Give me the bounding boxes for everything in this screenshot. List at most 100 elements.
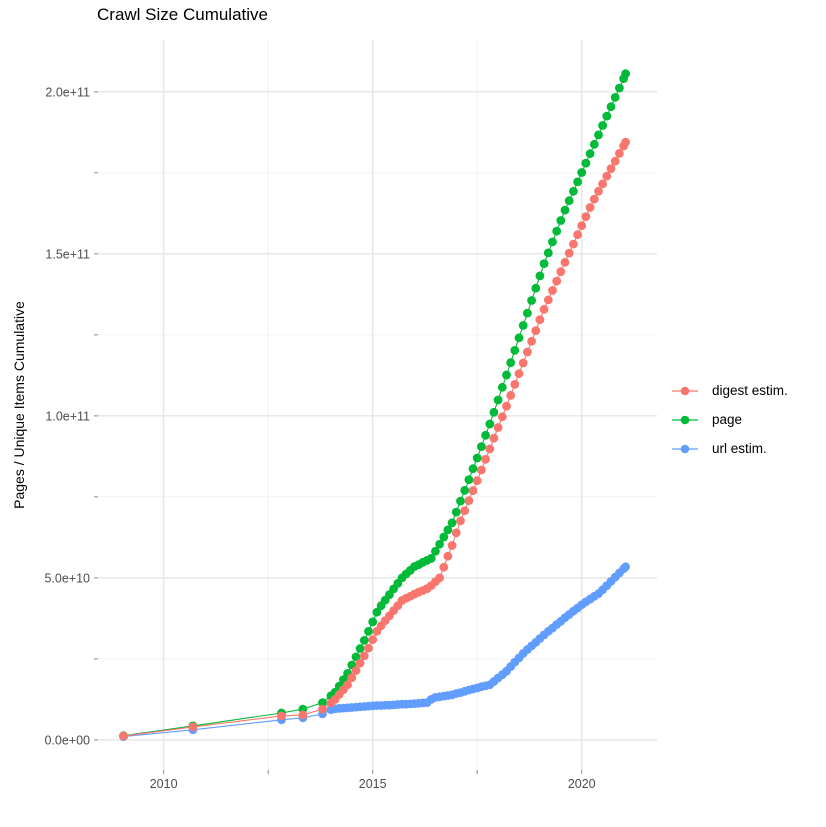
data-point-page bbox=[527, 296, 536, 305]
data-point-page bbox=[435, 539, 444, 549]
data-point-page bbox=[585, 149, 595, 159]
data-point-digest bbox=[472, 476, 482, 486]
data-point-digest bbox=[477, 465, 486, 475]
data-point-url bbox=[621, 562, 630, 572]
data-point-page bbox=[506, 358, 516, 368]
data-point-page bbox=[602, 111, 612, 121]
data-point-page bbox=[439, 532, 449, 542]
data-point-digest bbox=[447, 541, 457, 550]
data-point-digest bbox=[518, 358, 528, 368]
data-point-page bbox=[581, 158, 591, 168]
data-point-digest bbox=[456, 516, 465, 526]
data-point-page bbox=[493, 395, 503, 405]
data-point-digest bbox=[460, 506, 470, 516]
data-point-digest bbox=[606, 164, 616, 174]
data-point-digest bbox=[368, 635, 378, 645]
data-point-digest bbox=[359, 651, 369, 661]
data-point-page bbox=[359, 636, 369, 645]
data-point-digest bbox=[439, 562, 449, 572]
data-point-page bbox=[464, 475, 474, 485]
data-point-digest bbox=[569, 239, 578, 249]
data-point-page bbox=[447, 518, 457, 528]
data-point-page bbox=[552, 226, 562, 236]
data-point-digest bbox=[481, 454, 490, 464]
data-point-page bbox=[523, 308, 532, 318]
data-point-page bbox=[569, 186, 578, 196]
data-point-digest bbox=[598, 179, 607, 189]
data-point-digest bbox=[298, 710, 308, 720]
data-point-digest bbox=[364, 643, 373, 653]
series-line-digest bbox=[123, 141, 627, 737]
data-point-digest bbox=[552, 276, 562, 286]
data-point-digest bbox=[277, 711, 286, 721]
data-point-page bbox=[514, 333, 524, 343]
data-point-digest bbox=[581, 212, 591, 222]
data-point-digest bbox=[347, 673, 357, 683]
legend-key-page-icon bbox=[672, 415, 698, 424]
data-point-page bbox=[564, 196, 574, 206]
x-tick-label: 2010 bbox=[150, 777, 178, 791]
data-point-page bbox=[560, 205, 570, 215]
data-point-page bbox=[372, 607, 382, 617]
data-point-digest bbox=[464, 496, 474, 506]
data-point-digest bbox=[502, 401, 511, 411]
data-point-digest bbox=[535, 315, 545, 324]
data-point-page bbox=[489, 407, 499, 417]
data-point-page bbox=[510, 346, 520, 355]
data-point-digest bbox=[510, 380, 520, 389]
data-point-digest bbox=[451, 528, 461, 538]
data-point-digest bbox=[188, 722, 198, 732]
data-point-page bbox=[460, 486, 470, 495]
data-point-digest bbox=[621, 137, 630, 147]
data-point-page bbox=[502, 370, 511, 380]
data-point-digest bbox=[343, 680, 352, 690]
data-point-page bbox=[535, 271, 545, 281]
legend-item-page: page bbox=[670, 405, 788, 434]
legend-label-url: url estim. bbox=[712, 441, 767, 456]
legend-key-url-icon bbox=[672, 444, 698, 453]
data-point-page bbox=[539, 259, 549, 268]
data-point-page bbox=[610, 93, 620, 102]
y-tick-label: 2.0e+11 bbox=[45, 85, 90, 99]
data-point-page bbox=[573, 177, 582, 187]
data-point-page bbox=[368, 617, 378, 627]
data-point-digest bbox=[577, 221, 587, 231]
data-point-digest bbox=[443, 551, 453, 561]
data-point-page bbox=[355, 644, 365, 653]
data-point-digest bbox=[493, 423, 503, 432]
legend-label-page: page bbox=[712, 412, 743, 427]
data-point-digest bbox=[119, 731, 128, 741]
x-tick-label: 2020 bbox=[568, 777, 596, 791]
data-point-digest bbox=[355, 658, 365, 668]
x-tick-label: 2015 bbox=[359, 777, 387, 791]
data-point-digest bbox=[589, 194, 599, 204]
data-point-digest bbox=[468, 486, 478, 496]
data-point-page bbox=[606, 102, 616, 112]
legend: digest estim. page url estim. bbox=[670, 376, 788, 463]
data-point-page bbox=[351, 652, 361, 662]
data-point-digest bbox=[527, 336, 536, 346]
data-point-digest bbox=[514, 369, 524, 379]
data-point-digest bbox=[318, 704, 327, 714]
legend-label-digest: digest estim. bbox=[712, 383, 788, 398]
data-point-digest bbox=[539, 304, 549, 314]
data-point-digest bbox=[585, 203, 595, 212]
data-point-digest bbox=[489, 433, 499, 443]
data-point-page bbox=[594, 130, 603, 140]
data-point-page bbox=[468, 464, 478, 474]
data-point-page bbox=[548, 237, 557, 247]
data-point-page bbox=[518, 321, 528, 330]
data-point-page bbox=[318, 698, 327, 707]
data-point-digest bbox=[497, 412, 507, 422]
data-point-digest bbox=[564, 248, 574, 258]
data-point-digest bbox=[560, 257, 570, 267]
data-point-digest bbox=[610, 156, 620, 166]
data-point-page bbox=[615, 83, 624, 93]
data-point-digest bbox=[485, 444, 495, 454]
data-point-digest bbox=[435, 573, 444, 583]
data-point-digest bbox=[556, 267, 566, 277]
data-point-page bbox=[485, 419, 495, 429]
data-point-page bbox=[472, 453, 482, 463]
